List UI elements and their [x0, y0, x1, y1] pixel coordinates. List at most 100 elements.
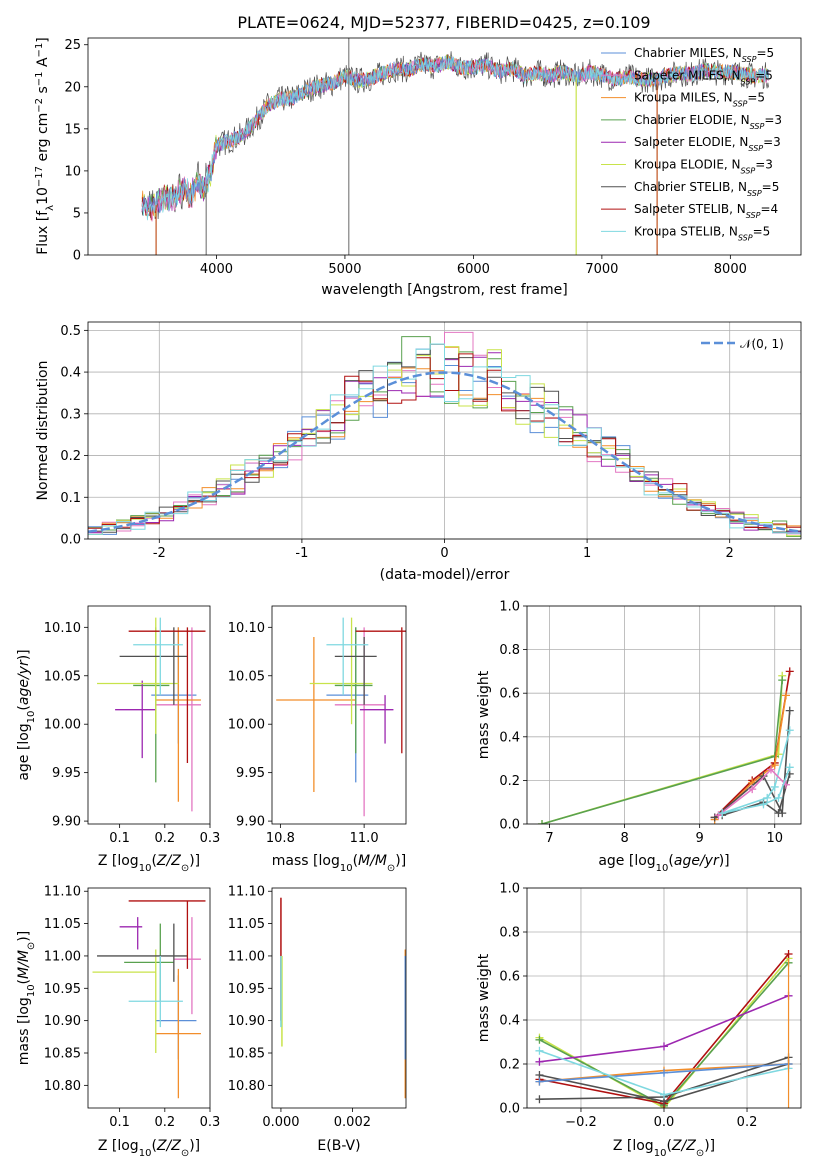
- data-marker: [535, 1057, 544, 1066]
- legend-entry: Salpeter ELODIE, NSSP=3: [634, 135, 781, 153]
- age_vs_mass-plot-area: [276, 617, 406, 817]
- axes-frame: [271, 605, 407, 825]
- x-tick-label: 0.2: [154, 1115, 175, 1130]
- label-part: Z/Z: [156, 853, 181, 869]
- y-tick-label: 0.2: [60, 449, 81, 464]
- weight-line: [722, 767, 791, 814]
- data-marker: [785, 763, 794, 772]
- legend-tail: =5: [747, 91, 765, 105]
- legend-sub: SSP: [741, 166, 756, 175]
- y-tick-label: 0.8: [499, 926, 520, 941]
- legend-tail: =5: [756, 46, 774, 60]
- label-part: )]: [719, 853, 730, 869]
- label-part: Z/Z: [671, 1138, 696, 1154]
- data-marker: [718, 809, 727, 818]
- label-part: )]: [189, 853, 200, 869]
- label-part: 10: [26, 984, 37, 997]
- y-tick-label: 9.90: [236, 815, 265, 830]
- x-tick-label: 8: [620, 831, 628, 846]
- data-marker: [759, 772, 768, 781]
- y-tick-label: 0.4: [60, 366, 81, 381]
- legend-entry: Salpeter MILES, NSSP=5: [634, 68, 773, 86]
- x-tick-label: 0: [440, 546, 448, 561]
- y-tick-label: 11.10: [44, 885, 81, 900]
- label-part: A: [35, 57, 51, 71]
- x-tick-label: -2: [153, 546, 166, 561]
- x-axis-label: Z [log10(Z/Z⊙)]: [98, 853, 200, 874]
- y-axis-label: mass [log10(M/M⊙)]: [16, 931, 37, 1065]
- label-part: mass [log: [272, 853, 340, 869]
- legend-sub: SSP: [746, 211, 761, 220]
- label-part: (: [668, 853, 673, 869]
- axes-frame: [87, 887, 211, 1109]
- legend-tail: =3: [755, 158, 773, 172]
- legend-text: Chabrier STELIB, N: [634, 180, 747, 194]
- label-part: 10: [139, 1148, 152, 1159]
- legend-entry: Kroupa STELIB, NSSP=5: [634, 224, 770, 242]
- weight-line: [714, 710, 791, 819]
- label-part: 10: [35, 187, 51, 205]
- normal-curve: [88, 371, 801, 533]
- x-tick-label: 1: [583, 546, 591, 561]
- label-part: ⊙: [387, 863, 395, 874]
- y-tick-label: 10.80: [228, 1079, 265, 1094]
- data-marker: [770, 761, 779, 770]
- legend-tail: =5: [762, 180, 780, 194]
- legend-entry: 𝒩(0, 1): [740, 337, 784, 351]
- y-tick-label: 5: [73, 206, 81, 221]
- spectrum-plot-area: [141, 38, 769, 255]
- x-tick-label: 0.3: [200, 831, 221, 846]
- y-axis-label: mass weight: [476, 953, 492, 1042]
- data-marker: [766, 765, 775, 774]
- y-tick-label: 11.05: [44, 917, 81, 932]
- label-part: 10: [654, 1148, 667, 1159]
- y-tick-label: 1.0: [499, 882, 520, 897]
- x-tick-label: 11.0: [350, 831, 379, 846]
- legend-text: Chabrier MILES, N: [634, 46, 742, 60]
- y-tick-label: 0.6: [499, 687, 520, 702]
- y-tick-label: 10.80: [44, 1079, 81, 1094]
- y-tick-label: 25: [64, 38, 81, 53]
- label-part: (: [151, 853, 156, 869]
- y-tick-label: 10.85: [44, 1047, 81, 1062]
- y-tick-label: 10.90: [228, 1014, 265, 1029]
- x-tick-label: 0.002: [334, 1115, 371, 1130]
- label-part: −1: [34, 71, 45, 86]
- x-tick-label: 0.0: [654, 1115, 675, 1130]
- label-part: ]: [35, 37, 51, 42]
- weight_vs_age-plot-area: [538, 667, 794, 824]
- legend-sub: SSP: [733, 99, 748, 108]
- data-marker: [784, 950, 793, 958]
- axes-frame: [87, 605, 211, 825]
- spectrum-title: PLATE=0624, MJD=52377, FIBERID=0425, z=0…: [237, 13, 650, 32]
- y-tick-label: 0.8: [499, 643, 520, 658]
- legend-tail: =3: [763, 135, 781, 149]
- label-part: )]: [395, 853, 406, 869]
- x-tick-label: 4000: [200, 262, 233, 277]
- legend-entry: Kroupa ELODIE, NSSP=3: [634, 158, 773, 176]
- label-part: M/M: [358, 853, 387, 869]
- y-tick-label: 10.00: [228, 718, 265, 733]
- data-marker: [535, 1035, 544, 1044]
- label-part: 10: [26, 711, 37, 724]
- x-tick-label: -1: [295, 546, 308, 561]
- x-tick-label: 10.8: [266, 831, 295, 846]
- label-part: Z [log: [613, 1138, 654, 1154]
- label-part: (: [151, 1138, 156, 1154]
- legend-entry: Chabrier MILES, NSSP=5: [634, 46, 774, 64]
- y-tick-label: 9.95: [236, 766, 265, 781]
- x-axis-label: Z [log10(Z/Z⊙)]: [613, 1138, 715, 1159]
- y-tick-label: 10.05: [228, 669, 265, 684]
- x-tick-label: 0.1: [109, 831, 130, 846]
- axes-frame: [87, 321, 802, 540]
- y-tick-label: 0.0: [499, 818, 520, 833]
- label-part: )]: [704, 1138, 715, 1154]
- label-part: (: [666, 1138, 671, 1154]
- label-part: (: [16, 705, 32, 710]
- x-tick-label: 0.1: [109, 1115, 130, 1130]
- label-part: ⊙: [696, 1148, 704, 1159]
- legend-tail: =5: [755, 68, 773, 82]
- y-tick-label: 0.4: [499, 1014, 520, 1029]
- weight_vs_Z-plot-area: [535, 950, 793, 1108]
- y-tick-label: 0.3: [60, 407, 81, 422]
